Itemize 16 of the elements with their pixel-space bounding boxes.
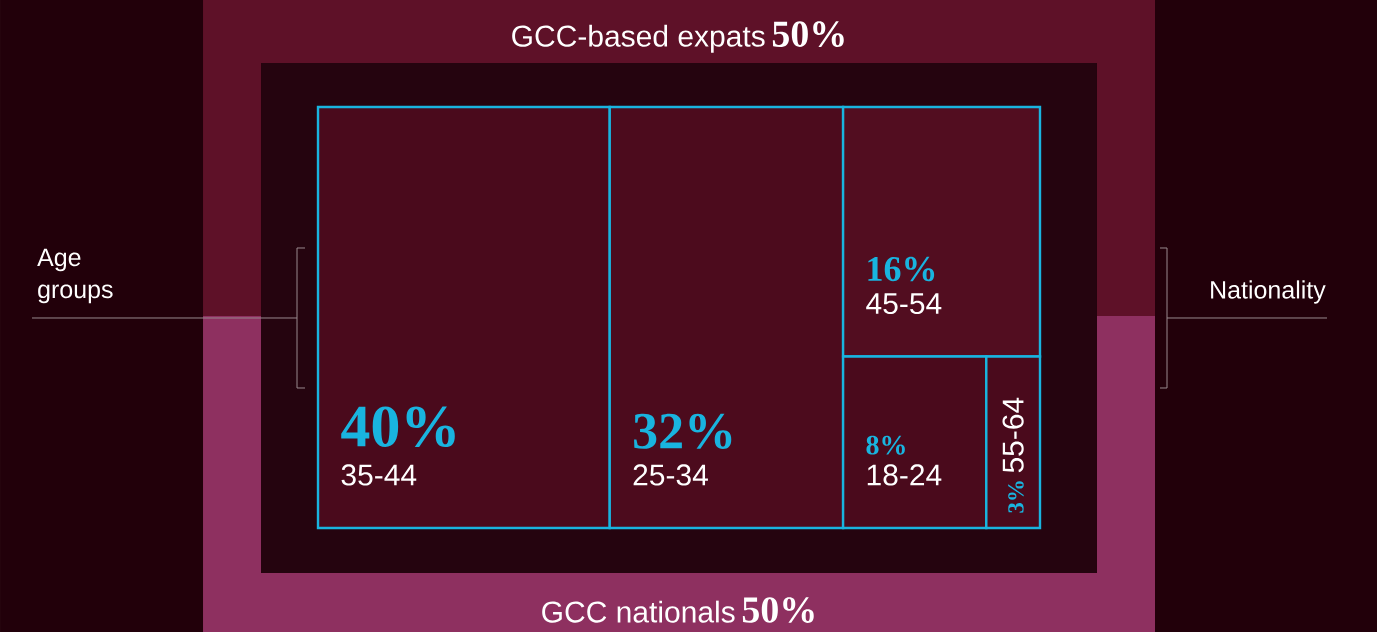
data-label: 16% <box>868 256 935 282</box>
category-label: GCC nationals <box>542 600 735 623</box>
data-label: 40% <box>341 406 455 448</box>
category-label: 35-44 <box>341 464 417 486</box>
data-label: 50% <box>742 597 814 623</box>
category-label: 45-54 <box>866 293 942 315</box>
data-label: 32% <box>634 413 732 449</box>
data-label: 8% <box>866 435 905 455</box>
category-label: 25-34 <box>633 464 708 486</box>
text: Nationality <box>1211 280 1326 304</box>
text: Age groups <box>37 248 113 304</box>
data-label: 50% <box>772 21 844 48</box>
category-label: GCC-based expats <box>512 24 765 53</box>
data-label: 3% <box>1008 481 1024 513</box>
category-label: 18-24 <box>867 464 942 486</box>
category-label: 55-64 <box>1002 397 1024 473</box>
